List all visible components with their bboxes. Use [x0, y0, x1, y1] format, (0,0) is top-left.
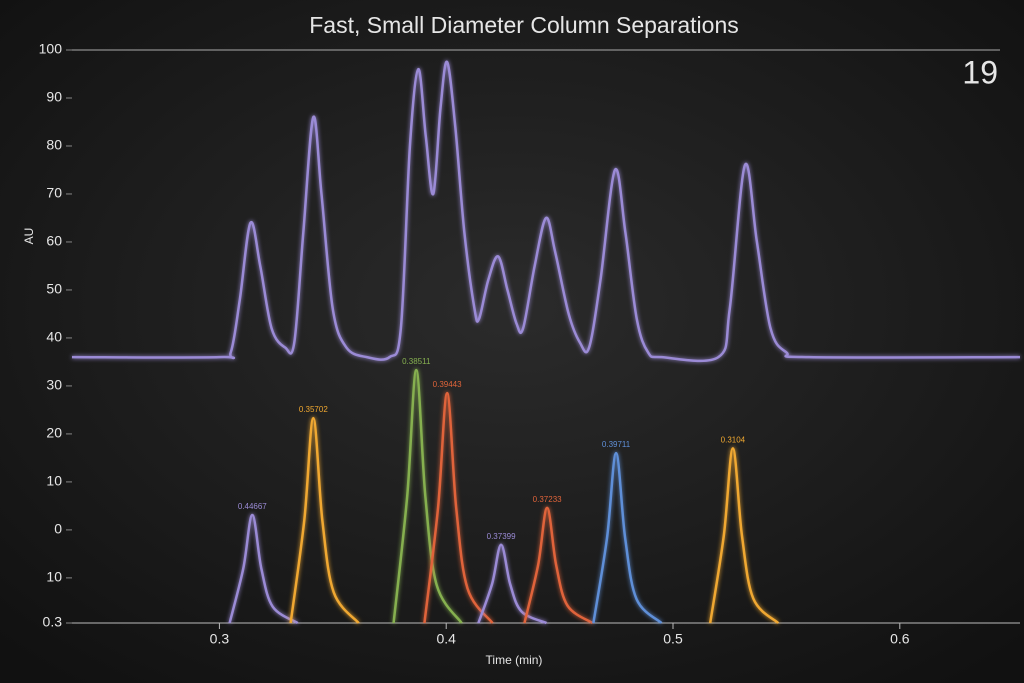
trace — [523, 506, 594, 625]
peak-label: 0.37233 — [533, 495, 562, 504]
trace — [423, 391, 494, 624]
y-axis-label: AU — [22, 228, 36, 245]
x-tick-label: 0.3 — [210, 631, 230, 647]
y-tick-label: 10 — [46, 569, 62, 585]
trace — [477, 543, 547, 625]
y-tick-label: 70 — [46, 185, 62, 201]
y-tick-label: 50 — [46, 281, 62, 297]
trace — [71, 60, 1021, 363]
trace — [708, 447, 780, 624]
y-tick-label: 100 — [39, 41, 63, 57]
y-tick-label: 10 — [46, 473, 62, 489]
y-tick-label: 20 — [46, 425, 62, 441]
x-tick-label: 0.6 — [890, 631, 910, 647]
peak-label: 0.39711 — [602, 440, 631, 449]
y-tick-label: 90 — [46, 89, 62, 105]
peak-label: 0.3104 — [721, 435, 746, 444]
trace — [592, 451, 663, 624]
x-tick-label: 0.5 — [663, 631, 683, 647]
peak-label: 0.39443 — [433, 380, 462, 389]
peak-label: 0.38511 — [402, 357, 431, 366]
y-tick-label: 30 — [46, 377, 62, 393]
y-tick-label: 80 — [46, 137, 62, 153]
trace — [392, 368, 463, 624]
y-tick-label: 0 — [54, 521, 62, 537]
y-tick-label: 40 — [46, 329, 62, 345]
chart-title: Fast, Small Diameter Column Separations — [309, 12, 739, 38]
y-tick-label: 0.3 — [43, 614, 63, 630]
slide-number: 19 — [962, 54, 998, 90]
peak-label: 0.44667 — [238, 502, 267, 511]
y-tick-label: 60 — [46, 233, 62, 249]
peak-label: 0.37399 — [487, 532, 516, 541]
x-tick-label: 0.4 — [436, 631, 456, 647]
peak-label: 0.35702 — [299, 405, 328, 414]
x-axis-label: Time (min) — [486, 653, 543, 667]
trace — [228, 513, 299, 625]
trace — [289, 416, 360, 624]
